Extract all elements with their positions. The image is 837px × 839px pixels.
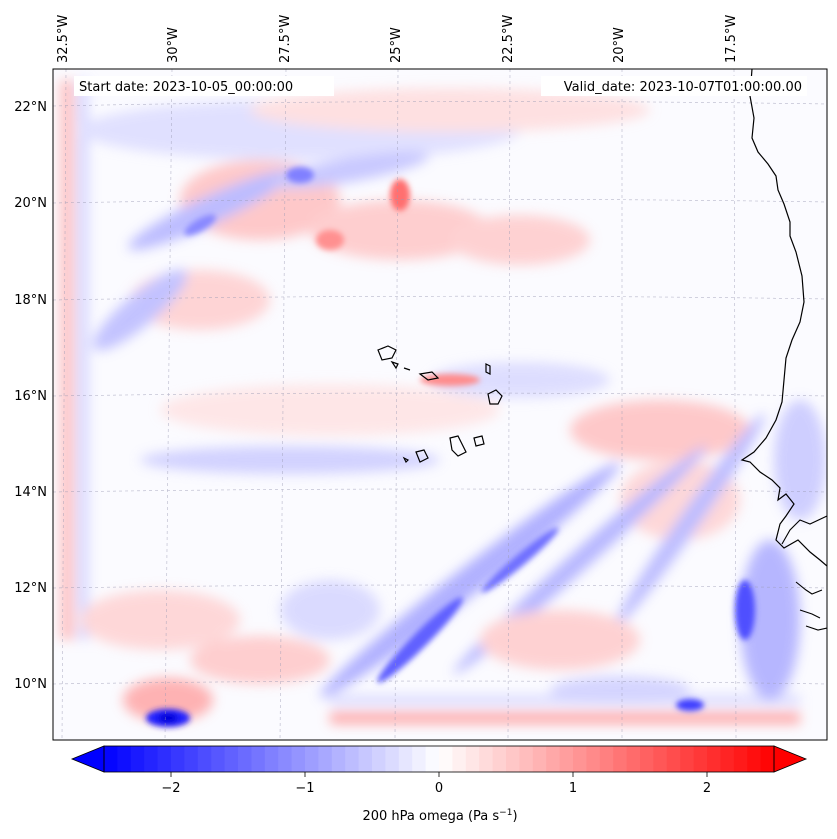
colorbar-segment bbox=[653, 746, 668, 772]
guinea-coast bbox=[781, 515, 827, 631]
colorbar-segment bbox=[251, 746, 266, 772]
colorbar-extend-max bbox=[773, 745, 808, 773]
colorbar-segment bbox=[331, 746, 346, 772]
valid-date-label: Valid_date: 2023-10-07T01:00:00.00 bbox=[564, 80, 802, 95]
graticule bbox=[53, 69, 827, 740]
colorbar-segment bbox=[439, 746, 453, 772]
colorbar-segment bbox=[425, 746, 440, 772]
colorbar-label-main: 200 hPa omega (Pa s bbox=[362, 809, 499, 824]
colorbar-segment bbox=[171, 746, 185, 772]
colorbar-label: 200 hPa omega (Pa s−1) bbox=[362, 808, 517, 824]
map-frame bbox=[52, 68, 828, 741]
lat-label-18n: 18°N bbox=[14, 293, 47, 308]
colorbar-segment bbox=[238, 746, 252, 772]
colorbar-segment bbox=[412, 746, 426, 772]
colorbar-tick-label: −2 bbox=[161, 781, 180, 796]
colorbar-segment bbox=[345, 746, 359, 772]
colorbar-segment bbox=[733, 746, 748, 772]
colorbar-label-close: ) bbox=[512, 809, 517, 824]
lat-label-22n: 22°N bbox=[14, 100, 47, 115]
lon-label-20w: 20°W bbox=[612, 27, 627, 63]
colorbar-segment bbox=[613, 746, 627, 772]
start-date-label: Start date: 2023-10-05_00:00:00 bbox=[79, 80, 293, 95]
colorbar-ticks: −2 −1 0 1 2 bbox=[161, 772, 711, 796]
colorbar-segment bbox=[398, 746, 413, 772]
colorbar-segment bbox=[264, 746, 279, 772]
colorbar-extend-min bbox=[70, 745, 105, 773]
colorbar-tick-label: 2 bbox=[703, 781, 711, 796]
colorbar-segment bbox=[305, 746, 319, 772]
cape-verde-islands bbox=[377, 345, 503, 464]
colorbar-segment bbox=[358, 746, 373, 772]
colorbar-segment bbox=[707, 746, 721, 772]
colorbar-segment bbox=[157, 746, 172, 772]
colorbar-segment bbox=[586, 746, 601, 772]
lat-label-12n: 12°N bbox=[14, 581, 47, 596]
colorbar-segment bbox=[144, 746, 158, 772]
colorbar-segment bbox=[291, 746, 306, 772]
colorbar-segment bbox=[117, 746, 132, 772]
colorbar-tick-label: −1 bbox=[295, 781, 314, 796]
lat-label-16n: 16°N bbox=[14, 389, 47, 404]
colorbar-segment bbox=[211, 746, 225, 772]
colorbar-segment bbox=[599, 746, 614, 772]
colorbar-segment bbox=[479, 746, 493, 772]
lon-label-22-5w: 22.5°W bbox=[501, 15, 516, 63]
lat-label-10n: 10°N bbox=[14, 677, 47, 692]
field-cores bbox=[146, 167, 755, 727]
lon-labels: 32.5°W 30°W 27.5°W 25°W 22.5°W 20°W 17.5… bbox=[56, 15, 739, 63]
colorbar-segment bbox=[532, 746, 547, 772]
lat-label-20n: 20°N bbox=[14, 196, 47, 211]
colorbar-segment bbox=[130, 746, 145, 772]
colorbar-segment bbox=[452, 746, 467, 772]
colorbar-segment bbox=[506, 746, 520, 772]
colorbar-segment bbox=[385, 746, 400, 772]
lat-labels: 22°N 20°N 18°N 16°N 14°N 12°N 10°N bbox=[14, 100, 47, 692]
valid-date-box bbox=[541, 76, 807, 96]
colorbar-segment bbox=[666, 746, 681, 772]
colorbar-segment bbox=[693, 746, 708, 772]
colorbar-segment bbox=[747, 746, 761, 772]
colorbar-segment bbox=[760, 746, 775, 772]
lon-label-27-5w: 27.5°W bbox=[278, 15, 293, 63]
lat-label-14n: 14°N bbox=[14, 485, 47, 500]
colorbar-segment bbox=[278, 746, 292, 772]
colorbar-segment bbox=[197, 746, 212, 772]
colorbar-label-exp: −1 bbox=[499, 808, 512, 818]
colorbar-segment bbox=[640, 746, 654, 772]
colorbar-segment bbox=[372, 746, 386, 772]
colorbar-segment bbox=[224, 746, 239, 772]
colorbar-tick-label: 1 bbox=[569, 781, 577, 796]
colorbar: −2 −1 0 1 2 200 hPa omega (Pa s−1) bbox=[70, 745, 808, 824]
lon-label-30w: 30°W bbox=[166, 27, 181, 63]
colorbar-segment bbox=[680, 746, 694, 772]
start-date-box bbox=[74, 76, 334, 96]
colorbar-segment bbox=[519, 746, 534, 772]
lon-label-25w: 25°W bbox=[389, 27, 404, 63]
lon-label-17-5w: 17.5°W bbox=[724, 15, 739, 63]
colorbar-segment bbox=[318, 746, 333, 772]
africa-coastline bbox=[740, 69, 827, 567]
colorbar-segment bbox=[184, 746, 199, 772]
colorbar-segment bbox=[104, 746, 118, 772]
colorbar-segment bbox=[546, 746, 560, 772]
colorbar-segments bbox=[104, 746, 775, 772]
colorbar-tick-label: 0 bbox=[435, 781, 443, 796]
colorbar-segment bbox=[559, 746, 574, 772]
omega-field bbox=[53, 69, 827, 740]
colorbar-segment bbox=[720, 746, 735, 772]
colorbar-segment bbox=[626, 746, 641, 772]
lon-label-32-5w: 32.5°W bbox=[56, 15, 71, 63]
colorbar-segment bbox=[573, 746, 587, 772]
colorbar-segment bbox=[492, 746, 507, 772]
colorbar-segment bbox=[465, 746, 480, 772]
